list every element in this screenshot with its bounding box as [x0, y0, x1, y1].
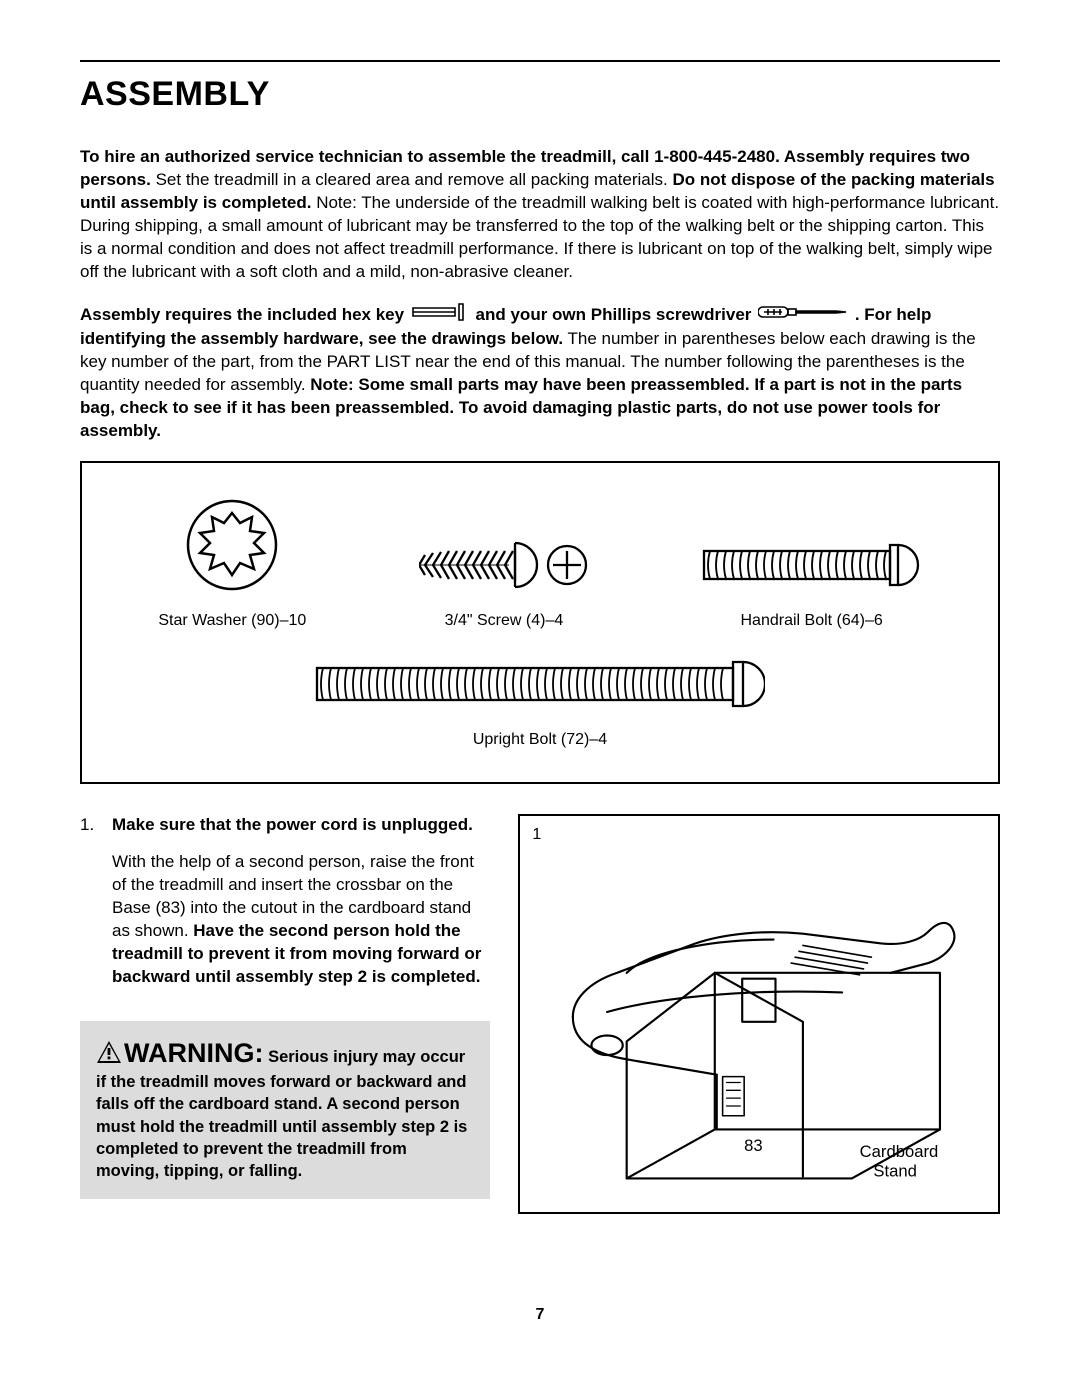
hw-upright-bolt: Upright Bolt (72)–4: [315, 654, 765, 751]
intro-plain-1: Set the treadmill in a cleared area and …: [151, 170, 673, 189]
hardware-row-bottom: Upright Bolt (72)–4: [102, 646, 978, 765]
figure-step-number: 1: [532, 824, 541, 846]
tools-bold-prehex: Assembly requires the included hex key: [80, 304, 409, 323]
hw-star-washer-label: Star Washer (90)–10: [158, 610, 306, 632]
warning-label: WARNING:: [124, 1038, 263, 1068]
hex-key-icon: [411, 302, 469, 329]
screw-icon: [419, 535, 589, 595]
hw-handrail-bolt: Handrail Bolt (64)–6: [702, 535, 922, 632]
figure-label-stand-2: Stand: [874, 1162, 917, 1181]
hw-star-washer: Star Washer (90)–10: [158, 495, 306, 632]
hardware-row-top: Star Washer (90)–10: [102, 487, 978, 646]
star-washer-icon: [182, 495, 282, 595]
figure-frame: 1: [518, 814, 1000, 1214]
page-title: ASSEMBLY: [80, 72, 1000, 118]
phillips-screwdriver-icon: [758, 304, 848, 327]
step-1-figure-column: 1: [518, 814, 1000, 1214]
intro-paragraph: To hire an authorized service technician…: [80, 146, 1000, 284]
tools-paragraph: Assembly requires the included hex key a…: [80, 302, 1000, 444]
step-1-row: 1. Make sure that the power cord is unpl…: [80, 814, 1000, 1214]
tools-bold-mid: and your own Phillips screwdriver: [476, 304, 757, 323]
handrail-bolt-icon: [702, 535, 922, 595]
warning-triangle-icon: [96, 1040, 122, 1070]
figure-label-stand-1: Cardboard: [860, 1142, 939, 1161]
hw-upright-bolt-label: Upright Bolt (72)–4: [315, 729, 765, 751]
treadmill-figure-icon: 83 Cardboard Stand: [530, 826, 988, 1198]
hw-screw: 3/4" Screw (4)–4: [419, 535, 589, 632]
warning-box: WARNING: Serious injury may occur if the…: [80, 1021, 490, 1199]
hardware-frame: Star Washer (90)–10: [80, 461, 1000, 784]
step-1-number: 1.: [80, 814, 102, 1003]
step-1-bold-first: Make sure that the power cord is unplugg…: [112, 815, 473, 834]
step-1-text-column: 1. Make sure that the power cord is unpl…: [80, 814, 490, 1214]
top-rule: [80, 60, 1000, 62]
page-number: 7: [80, 1304, 1000, 1326]
hw-handrail-bolt-label: Handrail Bolt (64)–6: [702, 610, 922, 632]
figure-label-83: 83: [744, 1136, 763, 1155]
hw-screw-label: 3/4" Screw (4)–4: [419, 610, 589, 632]
upright-bolt-icon: [315, 654, 765, 714]
